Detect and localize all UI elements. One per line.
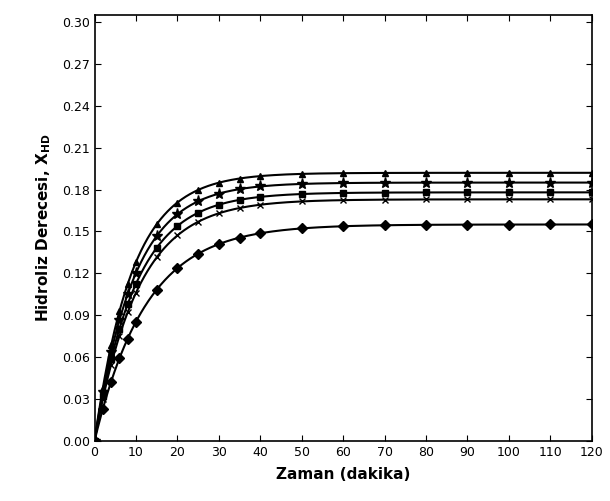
Y-axis label: Hidroliz Derecesi, $\mathbf{X_{HD}}$: Hidroliz Derecesi, $\mathbf{X_{HD}}$	[35, 134, 53, 322]
X-axis label: Zaman (dakika): Zaman (dakika)	[276, 467, 411, 482]
